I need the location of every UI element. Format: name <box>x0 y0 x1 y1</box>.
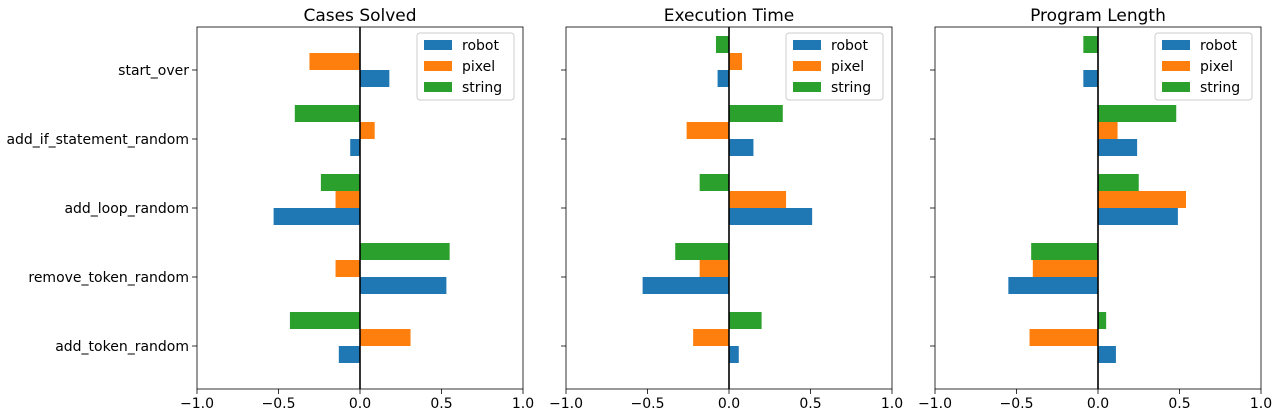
x-tick-label: 0.0 <box>718 396 740 412</box>
legend-swatch-string <box>424 82 452 92</box>
chart-title: Execution Time <box>664 6 794 26</box>
category-label: add_if_statement_random <box>6 132 189 148</box>
category-label: add_token_random <box>55 339 189 355</box>
bar-string-add_if_statement_random <box>729 105 783 122</box>
legend-label-string: string <box>462 80 502 96</box>
bar-pixel-add_token_random <box>360 329 411 346</box>
x-tick-label: −0.5 <box>1000 396 1034 412</box>
bar-pixel-add_if_statement_random <box>686 122 729 139</box>
bar-robot-add_loop_random <box>1098 208 1178 225</box>
category-label: start_over <box>118 63 189 79</box>
x-tick-label: 0.0 <box>349 396 371 412</box>
legend-label-string: string <box>831 80 871 96</box>
legend-label-robot: robot <box>462 38 499 54</box>
bar-robot-add_token_random <box>338 346 360 363</box>
x-tick-label: 1.0 <box>881 396 903 412</box>
bar-robot-add_if_statement_random <box>350 139 360 156</box>
legend-swatch-pixel <box>1162 61 1190 71</box>
category-label: remove_token_random <box>28 270 189 286</box>
bar-string-add_loop_random <box>320 174 360 191</box>
legend: robot pixel string <box>785 32 884 101</box>
x-tick-label: −0.5 <box>262 396 296 412</box>
bar-pixel-remove_token_random <box>335 260 360 277</box>
bar-robot-start_over <box>1083 70 1098 87</box>
bar-string-remove_token_random <box>360 243 450 260</box>
legend-swatch-robot <box>1162 40 1190 50</box>
bar-pixel-add_if_statement_random <box>1098 122 1118 139</box>
bar-pixel-add_loop_random <box>1098 191 1187 208</box>
bar-pixel-add_loop_random <box>335 191 360 208</box>
chart-title: Program Length <box>1030 6 1166 26</box>
x-tick-label: 0.5 <box>430 396 452 412</box>
category-label: add_loop_random <box>64 201 189 217</box>
legend-swatch-string <box>793 82 821 92</box>
bar-string-start_over <box>1083 36 1098 53</box>
legend-label-robot: robot <box>831 38 868 54</box>
x-tick-label: 1.0 <box>512 396 534 412</box>
bar-pixel-remove_token_random <box>1032 260 1098 277</box>
bar-string-remove_token_random <box>675 243 729 260</box>
legend-swatch-pixel <box>424 61 452 71</box>
bar-robot-add_loop_random <box>273 208 360 225</box>
x-tick-label: −1.0 <box>918 396 952 412</box>
bar-pixel-add_if_statement_random <box>360 122 375 139</box>
chart-panel-2: Execution Time −1.0 −0.5 0.0 0.5 1.0 robot pixe… <box>549 6 903 412</box>
bar-string-remove_token_random <box>1031 243 1098 260</box>
chart-panel-3: Program Length −1.0 −0.5 0.0 0.5 1.0 robot pixe… <box>918 6 1272 412</box>
legend-swatch-robot <box>793 40 821 50</box>
bar-robot-add_loop_random <box>729 208 813 225</box>
x-tick-label: 1.0 <box>1250 396 1272 412</box>
legend-swatch-string <box>1162 82 1190 92</box>
legend-swatch-pixel <box>793 61 821 71</box>
x-tick-label: −1.0 <box>180 396 214 412</box>
legend: robot pixel string <box>416 32 515 101</box>
bar-string-add_loop_random <box>699 174 729 191</box>
bar-robot-remove_token_random <box>1008 277 1098 294</box>
bar-pixel-add_token_random <box>1029 329 1098 346</box>
bar-robot-add_token_random <box>729 346 739 363</box>
bar-string-add_token_random <box>729 312 762 329</box>
chart-panel-1: Cases Solved −1.0 −0.5 0.0 0.5 1.0 add_token_r… <box>6 6 534 412</box>
legend-label-string: string <box>1200 80 1240 96</box>
bar-robot-add_if_statement_random <box>729 139 754 156</box>
x-tick-label: 0.5 <box>1168 396 1190 412</box>
bar-string-add_token_random <box>1098 312 1107 329</box>
bar-string-add_if_statement_random <box>294 105 360 122</box>
legend-label-pixel: pixel <box>462 59 495 75</box>
bar-robot-add_token_random <box>1098 346 1116 363</box>
x-tick-label: −0.5 <box>631 396 665 412</box>
bar-string-start_over <box>715 36 729 53</box>
bar-string-add_if_statement_random <box>1098 105 1177 122</box>
legend-swatch-robot <box>424 40 452 50</box>
legend-label-robot: robot <box>1200 38 1237 54</box>
x-tick-label: −1.0 <box>549 396 583 412</box>
bar-robot-remove_token_random <box>642 277 729 294</box>
bar-pixel-start_over <box>729 53 743 70</box>
bar-pixel-add_token_random <box>693 329 729 346</box>
legend-label-pixel: pixel <box>1200 59 1233 75</box>
legend-label-pixel: pixel <box>831 59 864 75</box>
bar-string-add_token_random <box>289 312 360 329</box>
x-tick-label: 0.5 <box>799 396 821 412</box>
bar-robot-start_over <box>360 70 390 87</box>
bar-robot-add_if_statement_random <box>1098 139 1138 156</box>
x-tick-label: 0.0 <box>1087 396 1109 412</box>
bar-pixel-remove_token_random <box>699 260 729 277</box>
bar-pixel-start_over <box>309 53 360 70</box>
legend: robot pixel string <box>1154 32 1253 101</box>
chart-title: Cases Solved <box>303 6 416 26</box>
bar-robot-start_over <box>717 70 729 87</box>
bar-pixel-add_loop_random <box>729 191 787 208</box>
bar-robot-remove_token_random <box>360 277 447 294</box>
bar-string-add_loop_random <box>1098 174 1139 191</box>
